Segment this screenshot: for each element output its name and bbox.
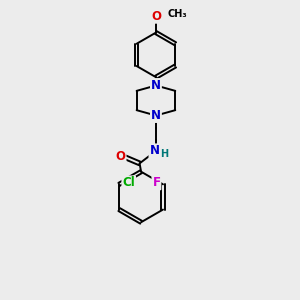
- Text: N: N: [151, 109, 161, 122]
- Text: Cl: Cl: [122, 176, 135, 189]
- Text: N: N: [151, 79, 161, 92]
- Text: F: F: [152, 176, 160, 189]
- Text: O: O: [151, 10, 161, 23]
- Text: H: H: [160, 149, 168, 159]
- Text: O: O: [116, 150, 126, 163]
- Text: CH₃: CH₃: [167, 9, 187, 19]
- Text: N: N: [149, 144, 160, 158]
